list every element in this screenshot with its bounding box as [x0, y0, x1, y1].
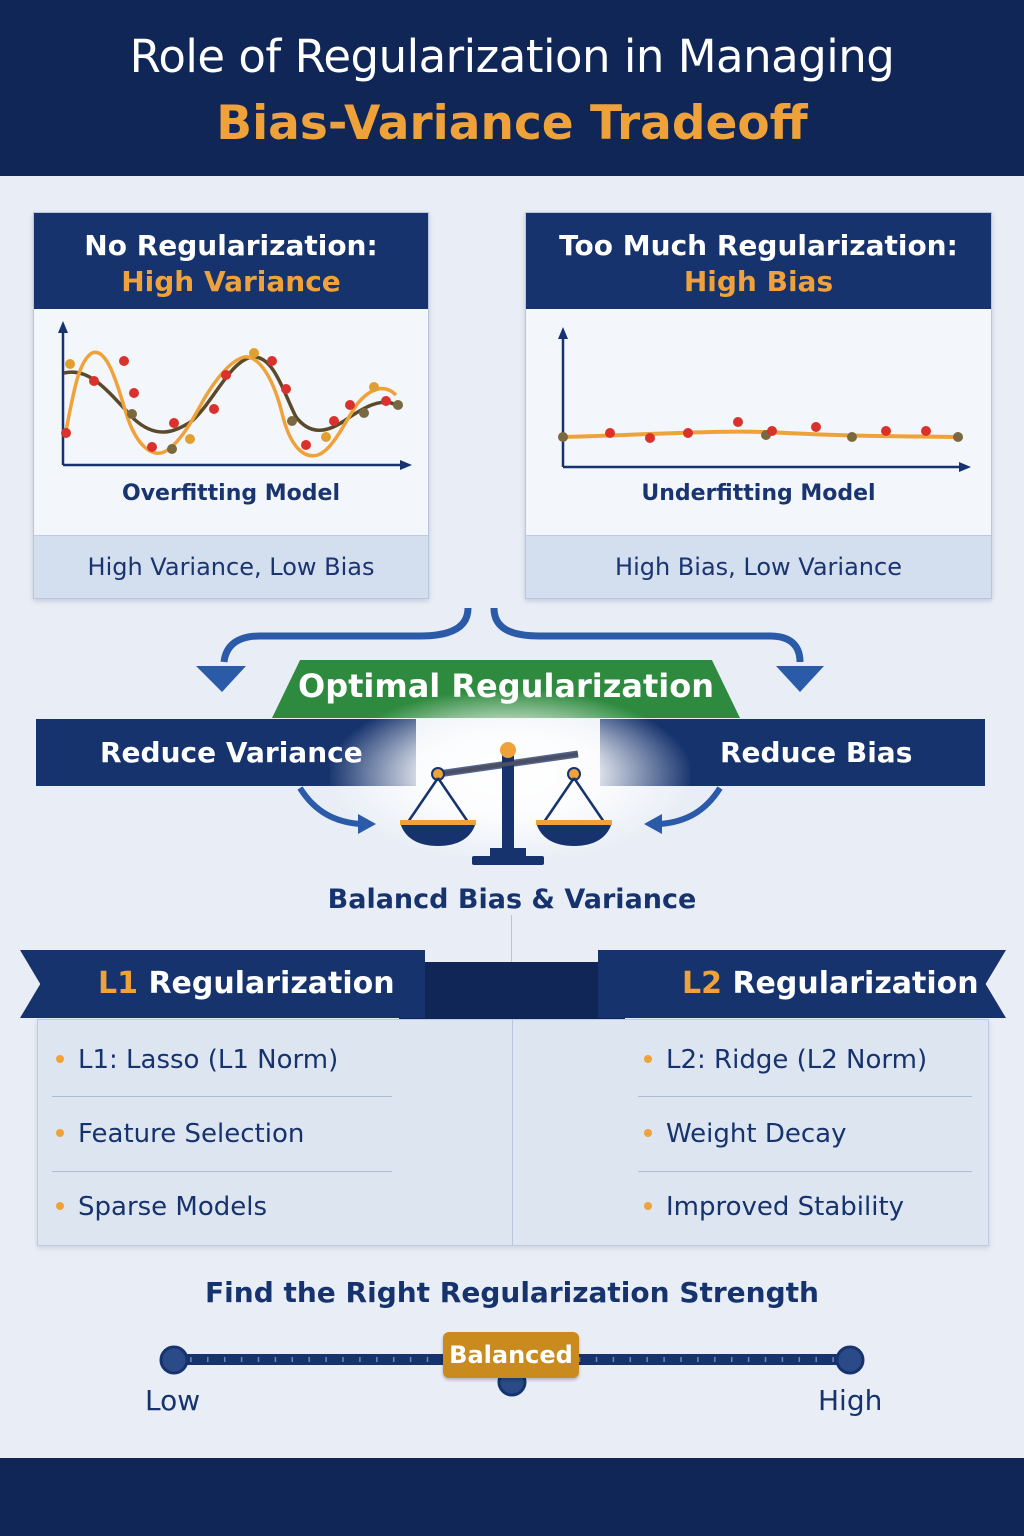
- l1-title: Regularization: [148, 966, 395, 1001]
- overfitting-footer: High Variance, Low Bias: [34, 535, 428, 598]
- bullet-icon: [56, 1128, 64, 1137]
- bullet-icon: [56, 1201, 64, 1210]
- overfitting-heading: No Regularization:: [84, 229, 378, 262]
- underfitting-plot: [558, 327, 971, 472]
- list-divider: [52, 1096, 392, 1097]
- balance-scale-icon: [297, 742, 723, 865]
- slider-low-label: Low: [145, 1384, 201, 1417]
- overfit-curve: [64, 350, 398, 458]
- list-item: L1: Lasso (L1 Norm): [56, 1045, 338, 1075]
- l1-item-1: L1: Lasso (L1 Norm): [78, 1045, 339, 1075]
- l2-ribbon: [598, 950, 1006, 1018]
- curve-arrow-left-icon: [297, 786, 361, 827]
- list-divider: [638, 1171, 972, 1172]
- methods-divider: [512, 1020, 513, 1245]
- slider-high-label: High: [818, 1384, 883, 1417]
- underfitting-data-points: [558, 417, 963, 443]
- regularization-methods-box: L1: Lasso (L1 Norm) Feature Selection Sp…: [37, 1019, 989, 1246]
- center-connector: [511, 915, 512, 963]
- reduce-variance-label: Reduce Variance: [100, 736, 363, 769]
- underfit-curve: [562, 429, 959, 439]
- underfitting-panel-header: Too Much Regularization: High Bias: [526, 213, 991, 309]
- underfitting-panel: Too Much Regularization: High Bias Under…: [525, 212, 992, 599]
- l1-item-3: Sparse Models: [78, 1192, 268, 1222]
- overfitting-panel-header: No Regularization: High Variance: [34, 213, 428, 309]
- list-item: Feature Selection: [56, 1119, 304, 1149]
- scale: [400, 742, 612, 865]
- title-line-1: Role of Regularization in Managing: [129, 30, 895, 83]
- ribbon-center-band: [399, 962, 625, 1024]
- arrow-right-icon: [490, 607, 804, 663]
- underfitting-footer: High Bias, Low Variance: [526, 535, 991, 598]
- arrow-left-icon: [220, 607, 472, 663]
- balanced-result-label: Balancd Bias & Variance: [327, 884, 697, 915]
- l2-item-2: Weight Decay: [666, 1119, 847, 1149]
- underfitting-subheading: High Bias: [683, 265, 834, 298]
- overfitting-data-points: [61, 348, 403, 454]
- list-item: L2: Ridge (L2 Norm): [644, 1045, 927, 1075]
- underfitting-heading: Too Much Regularization:: [559, 229, 958, 262]
- l1-item-2: Feature Selection: [78, 1119, 305, 1149]
- bullet-icon: [644, 1201, 652, 1210]
- l2-tag: L2: [682, 966, 722, 1001]
- split-arrows: [196, 607, 824, 692]
- l2-item-3: Improved Stability: [666, 1192, 905, 1222]
- list-divider: [52, 1171, 392, 1172]
- list-item: Weight Decay: [644, 1119, 846, 1149]
- bullet-icon: [56, 1054, 64, 1063]
- overfitting-axes: [58, 321, 412, 470]
- slider-low-end: [159, 1345, 189, 1375]
- list-item: Sparse Models: [56, 1192, 267, 1222]
- curve-arrow-right-icon: [659, 786, 723, 827]
- l1-ribbon: [20, 950, 425, 1018]
- list-item: Improved Stability: [644, 1192, 904, 1222]
- l2-title: Regularization: [732, 966, 979, 1001]
- underfitting-axes: [558, 327, 971, 472]
- reduce-bias-label: Reduce Bias: [720, 736, 913, 769]
- slider-ticks: [190, 1357, 834, 1362]
- l1-heading: L1 Regularization: [98, 966, 395, 1001]
- bullet-icon: [644, 1128, 652, 1137]
- l1-tag: L1: [98, 966, 138, 1001]
- overfitting-plot: [58, 321, 412, 470]
- overfitting-subheading: High Variance: [121, 265, 341, 298]
- bullet-icon: [644, 1054, 652, 1063]
- title-banner: Role of Regularization in Managing Bias-…: [0, 0, 1024, 176]
- overfitting-caption: Overfitting Model: [122, 481, 340, 506]
- l2-item-1: L2: Ridge (L2 Norm): [666, 1045, 928, 1075]
- footer-band: [0, 1458, 1024, 1536]
- underfitting-caption: Underfitting Model: [641, 481, 876, 506]
- strength-title: Find the Right Regularization Strength: [205, 1276, 819, 1309]
- l2-heading: L2 Regularization: [682, 966, 979, 1001]
- list-divider: [638, 1096, 972, 1097]
- title-line-2: Bias-Variance Tradeoff: [216, 96, 808, 151]
- balanced-badge: Balanced: [443, 1332, 579, 1378]
- slider-high-end: [835, 1345, 865, 1375]
- overfitting-panel: No Regularization: High Variance: [33, 212, 429, 599]
